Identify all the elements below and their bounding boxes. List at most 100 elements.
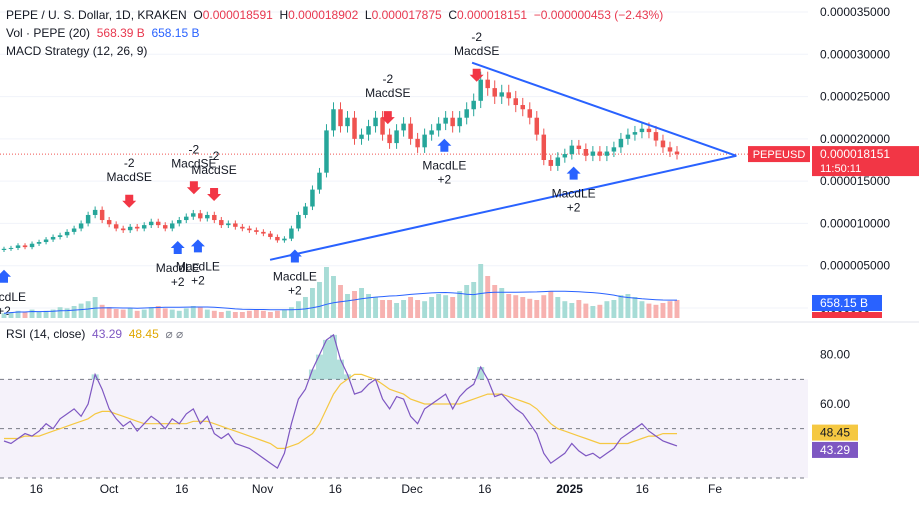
candle-body: [1, 248, 7, 250]
candle-body: [106, 220, 112, 225]
volume-bar: [302, 297, 308, 318]
volume-bar: [113, 309, 119, 318]
volume-bar: [1, 313, 7, 318]
rsi-legend[interactable]: RSI (14, close) 43.29 48.45 ⌀ ⌀: [6, 327, 183, 341]
candle-body: [254, 230, 259, 232]
candle-body: [57, 235, 63, 237]
candle-body: [247, 228, 252, 231]
strategy-label: MACD Strategy (12, 26, 9): [6, 44, 148, 58]
volume-bar: [92, 297, 98, 318]
candle-body: [282, 238, 287, 241]
symbol-title[interactable]: PEPE / U. S. Dollar, 1D, KRAKEN: [6, 8, 187, 22]
candle-body: [401, 123, 406, 131]
x-tick-label: 2025: [556, 482, 583, 496]
signal-qty-label: +2: [171, 275, 185, 289]
signal-qty-label: -2: [209, 149, 220, 163]
volume-bar: [22, 312, 28, 318]
volume-bar: [352, 291, 357, 318]
candle-body: [373, 117, 378, 127]
candle-body: [310, 189, 315, 207]
candle-body: [660, 140, 666, 148]
candle-body: [590, 151, 596, 156]
signal-qty-label: +2: [288, 284, 302, 298]
candle-body: [92, 209, 98, 215]
volume-bar: [387, 300, 393, 318]
candle-body: [15, 245, 21, 248]
signal-qty-label: +2: [191, 273, 205, 287]
price-pane[interactable]: -2MacdSEMacdLE+2-2MacdSEMacdLE+2-2MacdSE…: [0, 11, 808, 318]
candle-body: [205, 214, 210, 219]
volume-bar: [492, 285, 498, 318]
volume-bar: [366, 294, 371, 318]
volume-bar: [604, 301, 610, 318]
volume-bar: [317, 282, 322, 318]
candle-body: [43, 239, 49, 243]
short-signal-arrow: [469, 68, 484, 82]
signal-name-label: MacdLE: [552, 187, 596, 201]
signal-qty-label: +2: [567, 201, 581, 215]
volume-bar: [36, 312, 42, 318]
volume-bar: [611, 300, 617, 318]
volume-bar: [246, 310, 252, 318]
volume-bar: [106, 307, 112, 318]
candle-body: [625, 134, 631, 139]
candle-body: [653, 132, 659, 141]
candle-body: [527, 109, 533, 118]
rsi-pane[interactable]: [0, 333, 808, 479]
candle-body: [155, 221, 161, 226]
candle-body: [233, 223, 238, 227]
long-signal-arrow: [170, 241, 185, 255]
candle-body: [177, 220, 182, 224]
volume-ma-value: 658.15 B: [151, 26, 200, 40]
badges: PEPEUSD 0.000018151 11:50:11 658.15 B 48.45 4…: [748, 146, 919, 458]
candle-body: [492, 88, 497, 97]
volume-bar: [373, 297, 378, 318]
candle-body: [569, 145, 575, 155]
volume-bar: [288, 307, 294, 318]
x-tick-label: 16: [175, 482, 189, 496]
high-label: H: [279, 8, 289, 22]
candle-body: [604, 151, 610, 156]
candle-body: [415, 138, 420, 148]
trend-line[interactable]: [269, 154, 737, 261]
volume-bar: [436, 294, 442, 318]
volume-bar: [485, 276, 491, 318]
volume-bar: [520, 297, 526, 318]
volume-bar: [331, 276, 336, 318]
candle-body: [275, 236, 280, 241]
candle-body: [8, 247, 14, 249]
candle-body: [36, 242, 42, 244]
volume-bar: [85, 301, 91, 318]
volume-bar: [190, 306, 196, 318]
volume-bar: [513, 295, 519, 318]
rsi-ma-value: 48.45: [128, 327, 159, 341]
volume-value: 568.39 B: [96, 26, 145, 40]
volume-bar: [450, 297, 456, 318]
candle-body: [450, 117, 455, 127]
hidden-icons[interactable]: ⌀ ⌀: [165, 327, 184, 341]
candle-body: [478, 79, 483, 101]
candle-body: [562, 154, 568, 158]
signal-qty-label: -2: [471, 30, 482, 44]
ohlc-legend: PEPE / U. S. Dollar, 1D, KRAKEN O0.00001…: [6, 8, 663, 22]
candle-body: [120, 228, 126, 231]
volume-pane: [1, 264, 680, 318]
candle-body: [471, 100, 476, 110]
trend-line[interactable]: [471, 61, 737, 157]
volume-ma-badge: [812, 295, 882, 311]
candle-body: [162, 225, 168, 229]
strategy-legend[interactable]: MACD Strategy (12, 26, 9): [6, 44, 147, 58]
volume-bar: [120, 309, 126, 318]
candle-body: [506, 92, 511, 99]
signal-qty-label: +2: [438, 173, 452, 187]
volume-bar: [380, 300, 386, 318]
rsi-tick-label: 80.00: [820, 348, 850, 362]
volume-legend[interactable]: Vol · PEPE (20) 568.39 B 658.15 B: [6, 26, 199, 40]
candle-body: [674, 151, 680, 155]
volume-bar: [478, 264, 484, 318]
volume-bar: [43, 310, 49, 318]
signal-name-label: MacdSE: [107, 170, 152, 184]
volume-bar: [99, 304, 105, 318]
signal-qty-label: -2: [124, 156, 135, 170]
